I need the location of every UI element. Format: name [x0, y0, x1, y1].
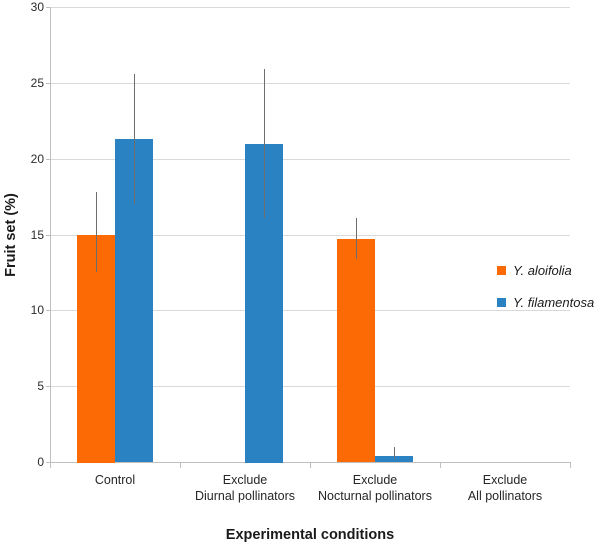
error-bar-y-aloifolia-control: [96, 192, 97, 272]
y-axis-line: [50, 7, 51, 462]
y-tick-10: [46, 310, 50, 311]
y-tick-label-0: 0: [37, 455, 44, 469]
x-axis-line: [50, 462, 571, 463]
legend-item-y-aloifolia: Y. aloifolia: [497, 263, 594, 278]
bar-y-aloifolia-exclude-nocturnal-pollinators: [337, 239, 375, 462]
y-tick-label-25: 25: [30, 76, 44, 90]
legend-item-y-filamentosa: Y. filamentosa: [497, 295, 594, 310]
y-tick-5: [46, 386, 50, 387]
gridline-25: [50, 83, 570, 84]
error-bar-y-filamentosa-exclude-nocturnal-pollinators: [394, 447, 395, 459]
legend-label: Y. filamentosa: [513, 295, 595, 310]
y-tick-label-30: 30: [30, 0, 44, 14]
legend-swatch-icon: [497, 266, 506, 275]
gridline-10: [50, 310, 570, 311]
y-tick-label-10: 10: [30, 303, 44, 317]
y-tick-0: [46, 462, 50, 463]
x-tick-0: [50, 463, 51, 468]
y-tick-label-5: 5: [37, 379, 44, 393]
gridline-30: [50, 7, 570, 8]
x-category-label-exclude-diurnal-pollinators: Exclude Diurnal pollinators: [194, 473, 296, 503]
y-tick-15: [46, 235, 50, 236]
x-category-label-control: Control: [94, 473, 136, 487]
y-tick-20: [46, 159, 50, 160]
bar-y-aloifolia-control: [77, 235, 115, 463]
x-tick-4: [570, 463, 571, 468]
x-category-label-exclude-nocturnal-pollinators: Exclude Nocturnal pollinators: [318, 473, 432, 503]
x-tick-1: [180, 463, 181, 468]
error-bar-y-filamentosa-control: [134, 74, 135, 204]
gridline-5: [50, 386, 570, 387]
x-axis-title: Experimental conditions: [225, 527, 395, 543]
legend-label: Y. aloifolia: [513, 263, 572, 278]
y-tick-25: [46, 83, 50, 84]
chart-legend: Y. aloifolia Y. filamentosa: [497, 263, 594, 327]
y-tick-30: [46, 7, 50, 8]
y-tick-label-15: 15: [30, 228, 44, 242]
legend-swatch-icon: [497, 298, 506, 307]
gridline-20: [50, 159, 570, 160]
x-category-label-exclude-all-pollinators: Exclude All pollinators: [467, 473, 543, 503]
x-tick-2: [310, 463, 311, 468]
error-bar-y-aloifolia-exclude-nocturnal-pollinators: [356, 218, 357, 259]
gridline-15: [50, 235, 570, 236]
y-tick-label-20: 20: [30, 152, 44, 166]
x-tick-3: [440, 463, 441, 468]
bar-y-filamentosa-exclude-nocturnal-pollinators: [375, 456, 413, 462]
error-bar-y-filamentosa-exclude-diurnal-pollinators: [264, 69, 265, 218]
